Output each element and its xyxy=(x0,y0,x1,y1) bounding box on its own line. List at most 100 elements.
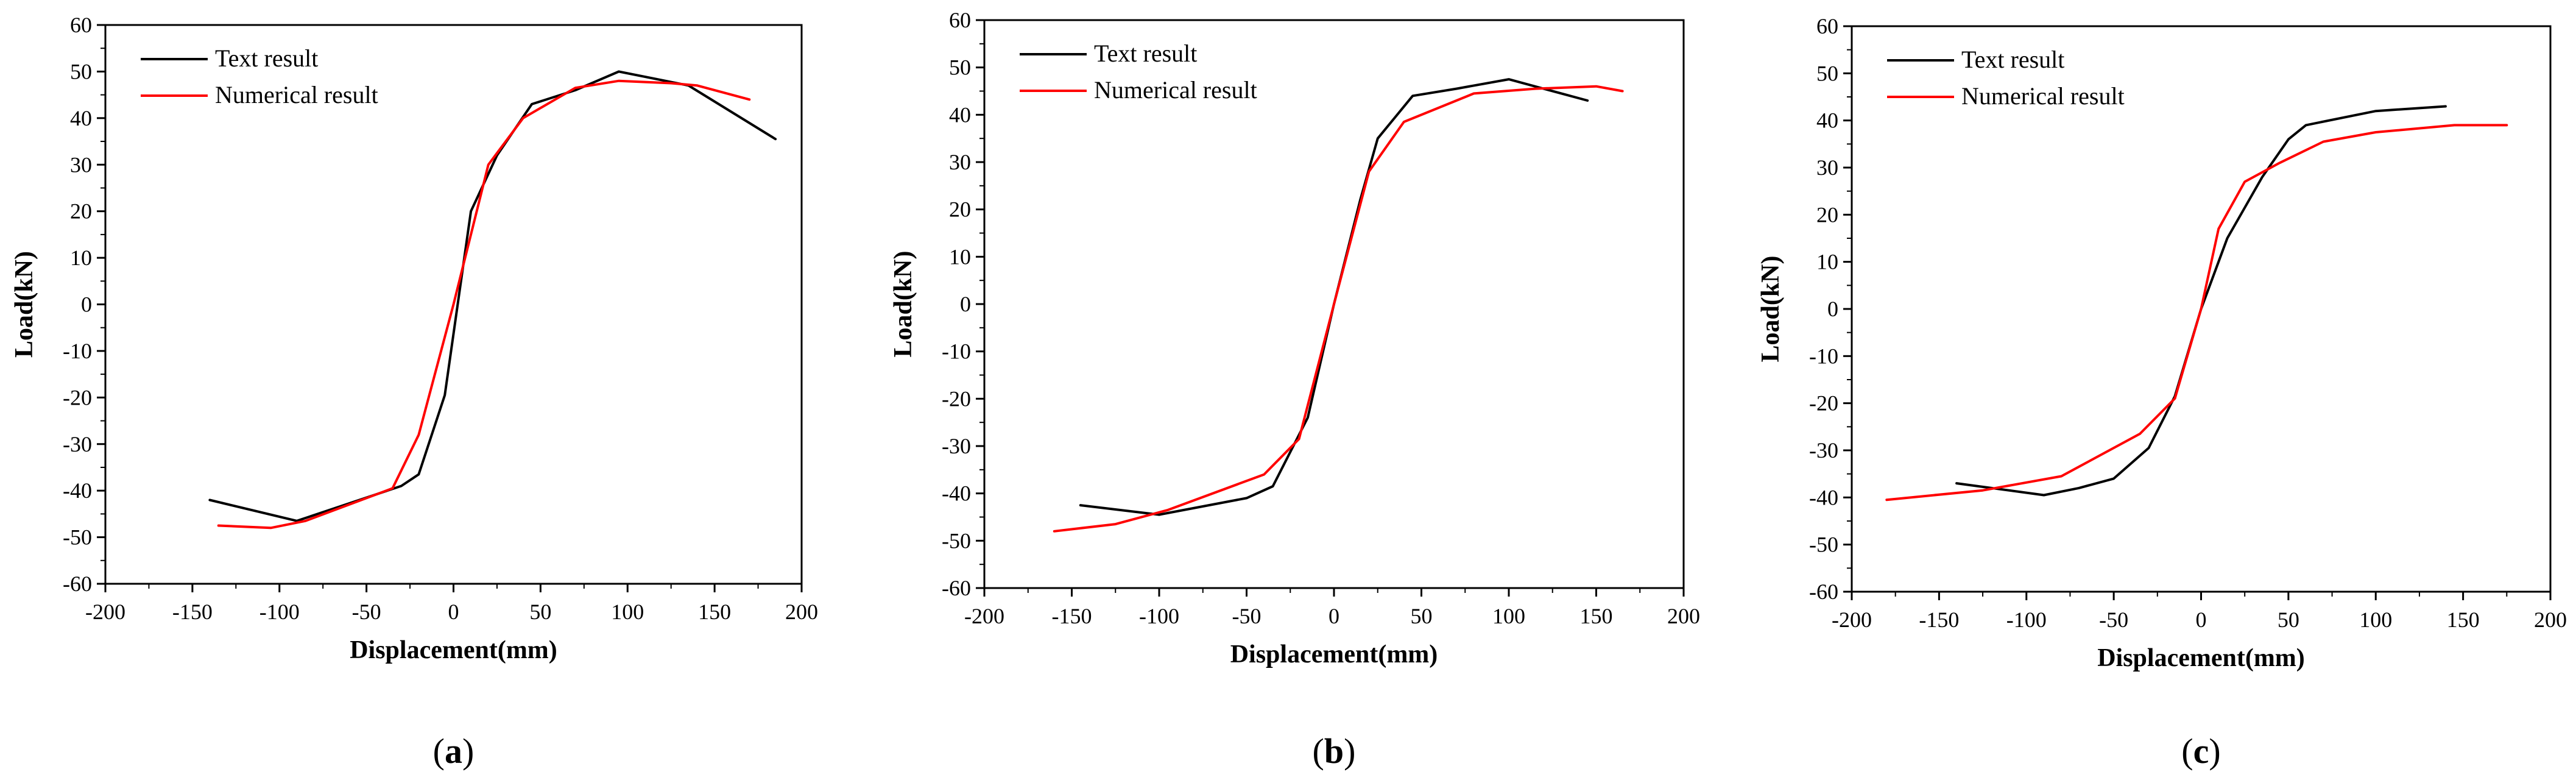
y-tick-label: 10 xyxy=(1816,250,1838,274)
y-tick-label: -40 xyxy=(942,481,971,506)
panel-label-close: ) xyxy=(1344,731,1355,771)
x-tick-label: 150 xyxy=(698,600,731,624)
legend-label: Numerical result xyxy=(1961,82,2125,110)
y-tick-label: -20 xyxy=(942,386,971,411)
y-axis-label: Load(kN) xyxy=(889,250,917,357)
series-line-numerical-result xyxy=(1053,85,1624,533)
y-tick-label: 30 xyxy=(949,150,971,174)
x-tick-label: -200 xyxy=(85,600,125,624)
panel-label-open: ( xyxy=(433,731,445,771)
y-tick-label: -20 xyxy=(63,385,92,410)
y-tick-label: 20 xyxy=(1816,202,1838,227)
x-tick-label: -150 xyxy=(1919,608,1959,632)
y-tick-label: 30 xyxy=(70,152,92,177)
x-tick-label: -150 xyxy=(172,600,213,624)
series-line-text-result xyxy=(1955,105,2447,497)
y-tick-label: 50 xyxy=(70,59,92,83)
y-tick-label: -30 xyxy=(1809,438,1838,463)
x-tick-label: 200 xyxy=(2534,608,2567,632)
x-tick-label: 50 xyxy=(529,600,551,624)
y-tick-label: -10 xyxy=(1809,344,1838,368)
chart-panel-a: -200 -150 -100 -50 0 50 100 150 200-60-50-40-30-… xyxy=(10,13,818,771)
x-tick-label: 200 xyxy=(1667,604,1700,628)
x-tick-label: -50 xyxy=(1232,604,1262,628)
legend-label: Text result xyxy=(1094,40,1197,67)
x-axis-label: Displacement(mm) xyxy=(1230,640,1438,668)
x-tick-label: 150 xyxy=(2447,608,2480,632)
x-tick-label: -50 xyxy=(352,600,381,624)
y-tick-label: -50 xyxy=(942,528,971,553)
y-tick-label: -20 xyxy=(1809,391,1838,416)
panel-label-letter: b xyxy=(1324,731,1344,771)
y-tick-label: 0 xyxy=(81,292,92,317)
y-tick-label: -30 xyxy=(942,434,971,458)
x-tick-label: 50 xyxy=(2278,608,2299,632)
x-tick-label: 0 xyxy=(2196,608,2207,632)
panel-label-close: ) xyxy=(462,731,474,771)
y-tick-label: -60 xyxy=(1809,580,1838,604)
y-tick-label: 60 xyxy=(1816,14,1838,38)
y-axis-label: Load(kN) xyxy=(1757,255,1785,362)
x-tick-label: 0 xyxy=(1329,604,1339,628)
panel-label-open: ( xyxy=(2181,731,2193,771)
y-tick-label: 40 xyxy=(1816,108,1838,133)
y-tick-label: 0 xyxy=(960,292,971,316)
y-tick-label: -50 xyxy=(63,525,92,550)
x-axis-label: Displacement(mm) xyxy=(2097,644,2305,672)
x-tick-label: -200 xyxy=(964,604,1004,628)
chart-panel-c: -200 -150 -100 -50 0 50 100 150 200-60-50-40-30-… xyxy=(1757,14,2567,771)
series-line-text-result xyxy=(208,70,777,522)
legend-label: Numerical result xyxy=(215,81,378,108)
x-tick-label: -100 xyxy=(259,600,300,624)
series-line-numerical-result xyxy=(1885,124,2508,502)
y-tick-label: -60 xyxy=(942,576,971,600)
y-tick-label: -60 xyxy=(63,572,92,596)
y-tick-label: 20 xyxy=(70,199,92,224)
y-tick-label: 10 xyxy=(70,246,92,270)
x-tick-label: -50 xyxy=(2099,608,2128,632)
x-tick-label: 100 xyxy=(1492,604,1525,628)
panel-label-close: ) xyxy=(2209,731,2220,771)
series-line-text-result xyxy=(1079,78,1589,516)
legend-label: Text result xyxy=(215,44,318,72)
y-tick-label: 0 xyxy=(1827,297,1838,321)
legend-label: Numerical result xyxy=(1094,76,1257,104)
series-line-numerical-result xyxy=(217,79,751,530)
legend-label: Text result xyxy=(1961,46,2064,73)
x-tick-label: -150 xyxy=(1052,604,1092,628)
y-tick-label: 30 xyxy=(1816,155,1838,180)
x-tick-label: 100 xyxy=(2359,608,2392,632)
x-tick-label: -100 xyxy=(1139,604,1179,628)
x-tick-label: -100 xyxy=(2006,608,2047,632)
x-tick-label: 50 xyxy=(1411,604,1433,628)
y-axis-label: Load(kN) xyxy=(10,251,38,358)
y-tick-label: -50 xyxy=(1809,533,1838,557)
panel-label-letter: c xyxy=(2193,731,2209,771)
y-tick-label: -10 xyxy=(63,339,92,363)
x-axis-label: Displacement(mm) xyxy=(350,636,557,664)
y-tick-label: -10 xyxy=(942,339,971,364)
y-tick-label: 40 xyxy=(70,106,92,130)
x-tick-label: 0 xyxy=(448,600,459,624)
y-tick-label: 20 xyxy=(949,197,971,222)
panel-label-open: ( xyxy=(1313,731,1324,771)
y-tick-label: 60 xyxy=(949,8,971,32)
x-tick-label: 100 xyxy=(611,600,644,624)
y-tick-label: -40 xyxy=(1809,485,1838,509)
y-tick-label: 40 xyxy=(949,102,971,127)
chart-panel-b: -200 -150 -100 -50 0 50 100 150 200-60-50-40-30-… xyxy=(889,8,1700,771)
panel-label-letter: a xyxy=(445,731,462,771)
y-tick-label: 60 xyxy=(70,13,92,37)
y-tick-label: 50 xyxy=(1816,61,1838,85)
panel-label: (b) xyxy=(1313,731,1356,771)
x-tick-label: -200 xyxy=(1832,608,1872,632)
panel-label: (c) xyxy=(2181,731,2220,771)
y-tick-label: 50 xyxy=(949,55,971,80)
y-tick-label: -40 xyxy=(63,478,92,503)
x-tick-label: 200 xyxy=(785,600,818,624)
y-tick-label: -30 xyxy=(63,432,92,456)
panel-label: (a) xyxy=(433,731,475,771)
y-tick-label: 10 xyxy=(949,244,971,269)
x-tick-label: 150 xyxy=(1580,604,1613,628)
